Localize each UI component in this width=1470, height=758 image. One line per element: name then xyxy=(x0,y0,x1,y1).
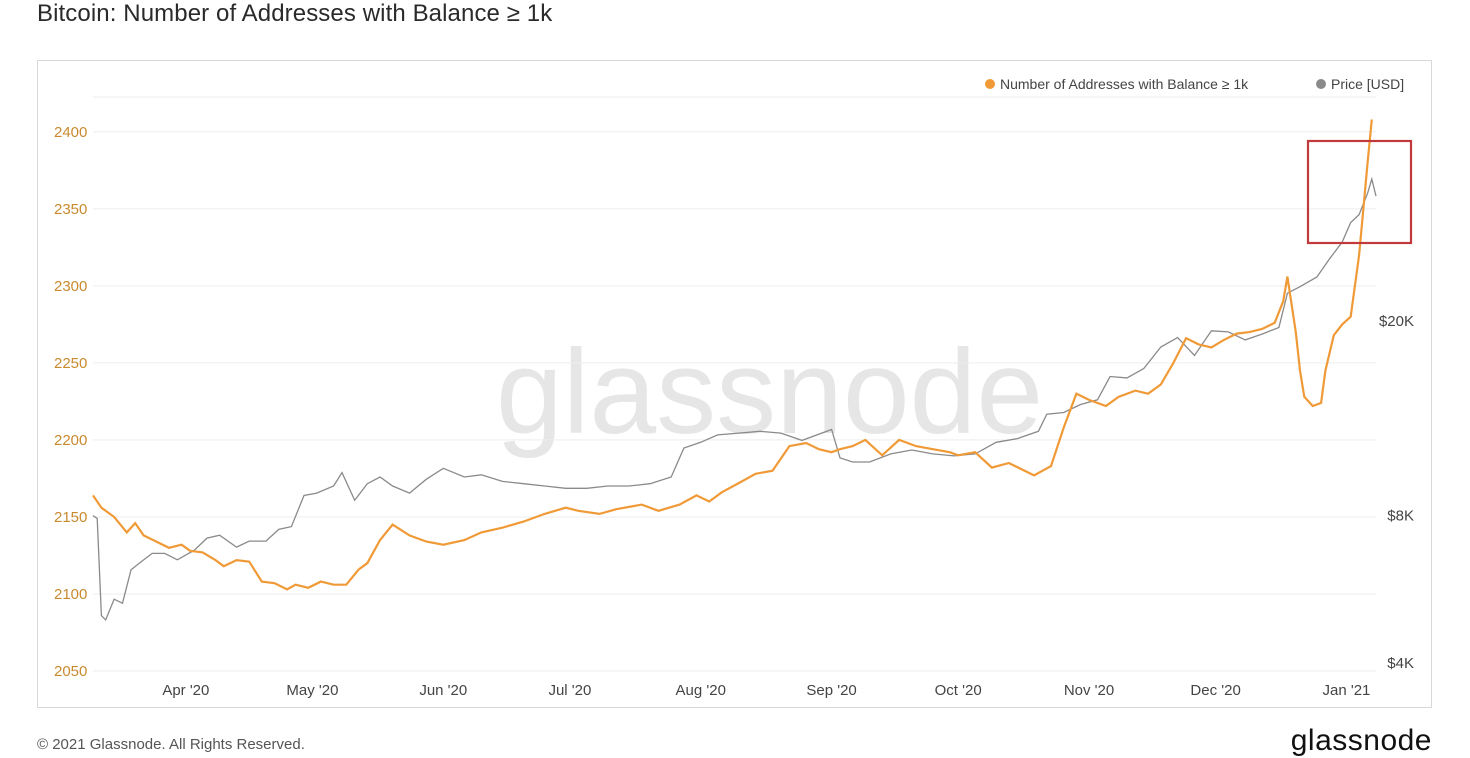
y-tick-right: $20K xyxy=(1379,313,1414,330)
legend-marker-price xyxy=(1316,79,1326,89)
addresses-line xyxy=(92,119,1373,591)
watermark: glassnode xyxy=(496,325,1043,459)
legend: Number of Addresses with Balance ≥ 1k Pr… xyxy=(985,76,1404,92)
right-axis: $4K $8K $20K xyxy=(1379,313,1414,672)
x-tick: Jun '20 xyxy=(419,682,467,699)
page-title: Bitcoin: Number of Addresses with Balanc… xyxy=(37,0,553,27)
y-tick-left: 2050 xyxy=(54,663,87,680)
left-axis: 2050 2100 2150 2200 2250 2300 2350 2400 xyxy=(54,124,87,680)
x-tick: May '20 xyxy=(286,682,338,699)
highlight-box xyxy=(1306,139,1413,245)
x-tick: Aug '20 xyxy=(676,682,726,699)
x-tick: Apr '20 xyxy=(162,682,209,699)
x-tick: Jan '21 xyxy=(1323,682,1371,699)
x-axis: Apr '20 May '20 Jun '20 Jul '20 Aug '20 Sep '… xyxy=(162,682,1370,699)
y-tick-left: 2400 xyxy=(54,124,87,141)
y-tick-left: 2350 xyxy=(54,201,87,218)
chart-panel: glassnode 2050 2100 2150 2200 2250 2300 2350 24… xyxy=(37,60,1432,708)
y-tick-right: $8K xyxy=(1387,508,1414,525)
legend-label-price[interactable]: Price [USD] xyxy=(1331,76,1404,92)
x-tick: Oct '20 xyxy=(935,682,982,699)
legend-label-addresses[interactable]: Number of Addresses with Balance ≥ 1k xyxy=(1000,76,1249,92)
y-tick-left: 2150 xyxy=(54,509,87,526)
y-tick-left: 2200 xyxy=(54,432,87,449)
y-tick-left: 2100 xyxy=(54,586,87,603)
y-tick-left: 2300 xyxy=(54,278,87,295)
x-tick: Nov '20 xyxy=(1064,682,1114,699)
x-tick: Jul '20 xyxy=(548,682,591,699)
x-tick: Sep '20 xyxy=(806,682,856,699)
y-tick-right: $4K xyxy=(1387,655,1414,672)
copyright: © 2021 Glassnode. All Rights Reserved. xyxy=(37,736,305,753)
legend-marker-addresses xyxy=(985,79,995,89)
chart-svg: glassnode 2050 2100 2150 2200 2250 2300 2350 24… xyxy=(54,76,1414,699)
price-line xyxy=(92,176,1377,622)
brand-logo: glassnode xyxy=(1290,724,1432,757)
y-tick-left: 2250 xyxy=(54,355,87,372)
grid-lines xyxy=(93,96,1376,672)
x-tick: Dec '20 xyxy=(1190,682,1240,699)
